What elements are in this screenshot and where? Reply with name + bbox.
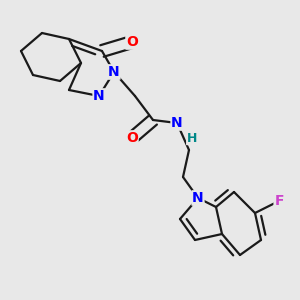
Text: N: N xyxy=(93,89,105,103)
Text: N: N xyxy=(108,65,120,79)
Text: H: H xyxy=(187,131,197,145)
Text: N: N xyxy=(192,191,204,205)
Text: O: O xyxy=(126,35,138,49)
Text: N: N xyxy=(171,116,183,130)
Text: O: O xyxy=(126,131,138,145)
Text: F: F xyxy=(274,194,284,208)
